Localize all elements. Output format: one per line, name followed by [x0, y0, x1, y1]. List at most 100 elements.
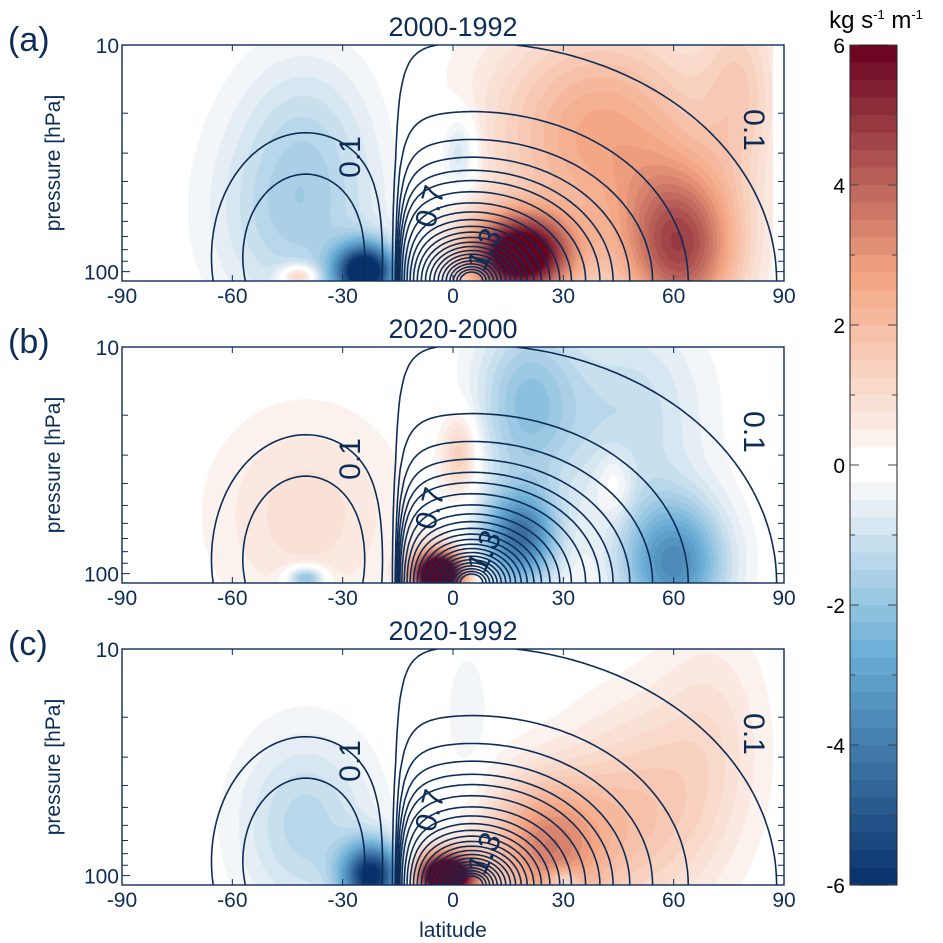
colorbar-level	[850, 570, 897, 589]
y-tick-label: 10	[96, 639, 119, 662]
x-tick-label: 90	[772, 285, 795, 308]
contour-label-0-1-left: 0.1	[334, 740, 367, 782]
panel-a: 0.10.10.71.3-90 -60 -30 0 30 60 9010100pressur…	[8, 12, 796, 308]
panel-c: 0.10.10.71.3-90 -60 -30 0 30 60 9010100pressur…	[8, 616, 796, 912]
contour-line	[391, 347, 778, 583]
contour-line	[396, 458, 631, 583]
contour-line	[394, 714, 689, 885]
colorbar-tick-label: -2	[826, 595, 845, 618]
colorbar-tick-label: -4	[826, 735, 845, 758]
contour-line	[394, 412, 689, 583]
panels: 0.10.10.71.3-90 -60 -30 0 30 60 9010100pressur…	[8, 12, 796, 942]
streamfunction-contours	[210, 649, 778, 885]
colorbar-level	[850, 535, 897, 554]
contour-line	[441, 558, 503, 583]
colorbar-level	[850, 482, 897, 501]
contour-line	[416, 231, 535, 281]
contour-label-0-1-right: 0.1	[737, 713, 770, 755]
contour-line	[424, 845, 522, 885]
colorbar-level	[850, 377, 897, 396]
contour-line	[210, 434, 384, 583]
contour-line	[416, 835, 535, 885]
colorbar-level	[850, 657, 897, 676]
y-axis-label: pressure [hPa]	[42, 699, 65, 836]
contour-line	[412, 527, 543, 583]
colorbar-level	[850, 150, 897, 169]
panel-title: 2000-1992	[388, 12, 517, 42]
contour-line	[409, 218, 551, 281]
contour-line	[242, 173, 366, 281]
colorbar-level	[850, 587, 897, 606]
contour-line	[452, 869, 491, 885]
colorbar-level	[850, 132, 897, 151]
contour-line	[398, 169, 614, 281]
colorbar-level	[850, 867, 897, 886]
contour-line	[433, 249, 512, 281]
contour-line	[420, 840, 528, 885]
contour-line	[401, 492, 587, 583]
x-tick-label: 0	[447, 889, 459, 912]
colorbar-level	[850, 465, 897, 484]
colorbar-level	[850, 115, 897, 134]
colorbar-level	[850, 710, 897, 729]
contour-line	[395, 138, 654, 281]
contour-line	[398, 471, 614, 583]
colorbar-level	[850, 552, 897, 571]
y-axis-label: pressure [hPa]	[42, 397, 65, 534]
contour-line	[420, 538, 528, 583]
contour-line	[424, 241, 522, 281]
anomaly-field	[122, 45, 784, 281]
contour-line	[242, 475, 366, 583]
contour-line	[396, 156, 631, 281]
contour-line	[409, 520, 551, 583]
colorbar-level	[850, 517, 897, 536]
contour-label-0-1-left: 0.1	[334, 438, 367, 480]
contour-line	[455, 872, 488, 885]
contour-line	[449, 565, 495, 583]
colorbar-level	[850, 97, 897, 116]
contour-line	[412, 829, 543, 885]
colorbar-level	[850, 202, 897, 221]
panel-title: 2020-2000	[388, 314, 517, 344]
y-tick-label: 100	[84, 564, 119, 587]
colorbar-level	[850, 255, 897, 274]
colorbar-level	[850, 342, 897, 361]
x-tick-label: -90	[107, 889, 137, 912]
y-tick-label: 10	[96, 35, 119, 58]
contour-line	[429, 849, 517, 885]
colorbar-level	[850, 447, 897, 466]
contour-label-0-1-left: 0.1	[334, 136, 367, 178]
contour-line	[394, 110, 689, 281]
contour-line	[242, 777, 366, 885]
contour-line	[459, 271, 484, 281]
contour-line	[420, 236, 528, 281]
contour-line	[441, 256, 503, 281]
contour-line	[452, 567, 491, 583]
colorbar-level	[850, 500, 897, 519]
colorbar-level	[850, 780, 897, 799]
contour-line	[395, 440, 654, 583]
contour-line	[399, 179, 601, 281]
contour-line	[398, 773, 614, 885]
contour-line	[391, 649, 778, 885]
contour-line	[406, 513, 561, 583]
contour-line	[449, 263, 495, 281]
colorbar-level	[850, 167, 897, 186]
contour-line	[429, 245, 517, 281]
contour-line	[403, 202, 573, 281]
colorbar-level	[850, 185, 897, 204]
colorbar-level	[850, 762, 897, 781]
x-tick-label: -30	[327, 889, 357, 912]
contour-line	[210, 736, 384, 885]
colorbar-tick-label: -6	[826, 875, 845, 898]
x-tick-label: 0	[447, 285, 459, 308]
x-tick-label: 90	[772, 889, 795, 912]
contour-line	[429, 547, 517, 583]
colorbar-level	[850, 360, 897, 379]
x-tick-label: 60	[662, 587, 685, 610]
colorbar-level	[850, 45, 897, 64]
colorbar-tick-label: 0	[833, 455, 845, 478]
colorbar-level	[850, 850, 897, 869]
panel-label: (a)	[8, 21, 50, 59]
